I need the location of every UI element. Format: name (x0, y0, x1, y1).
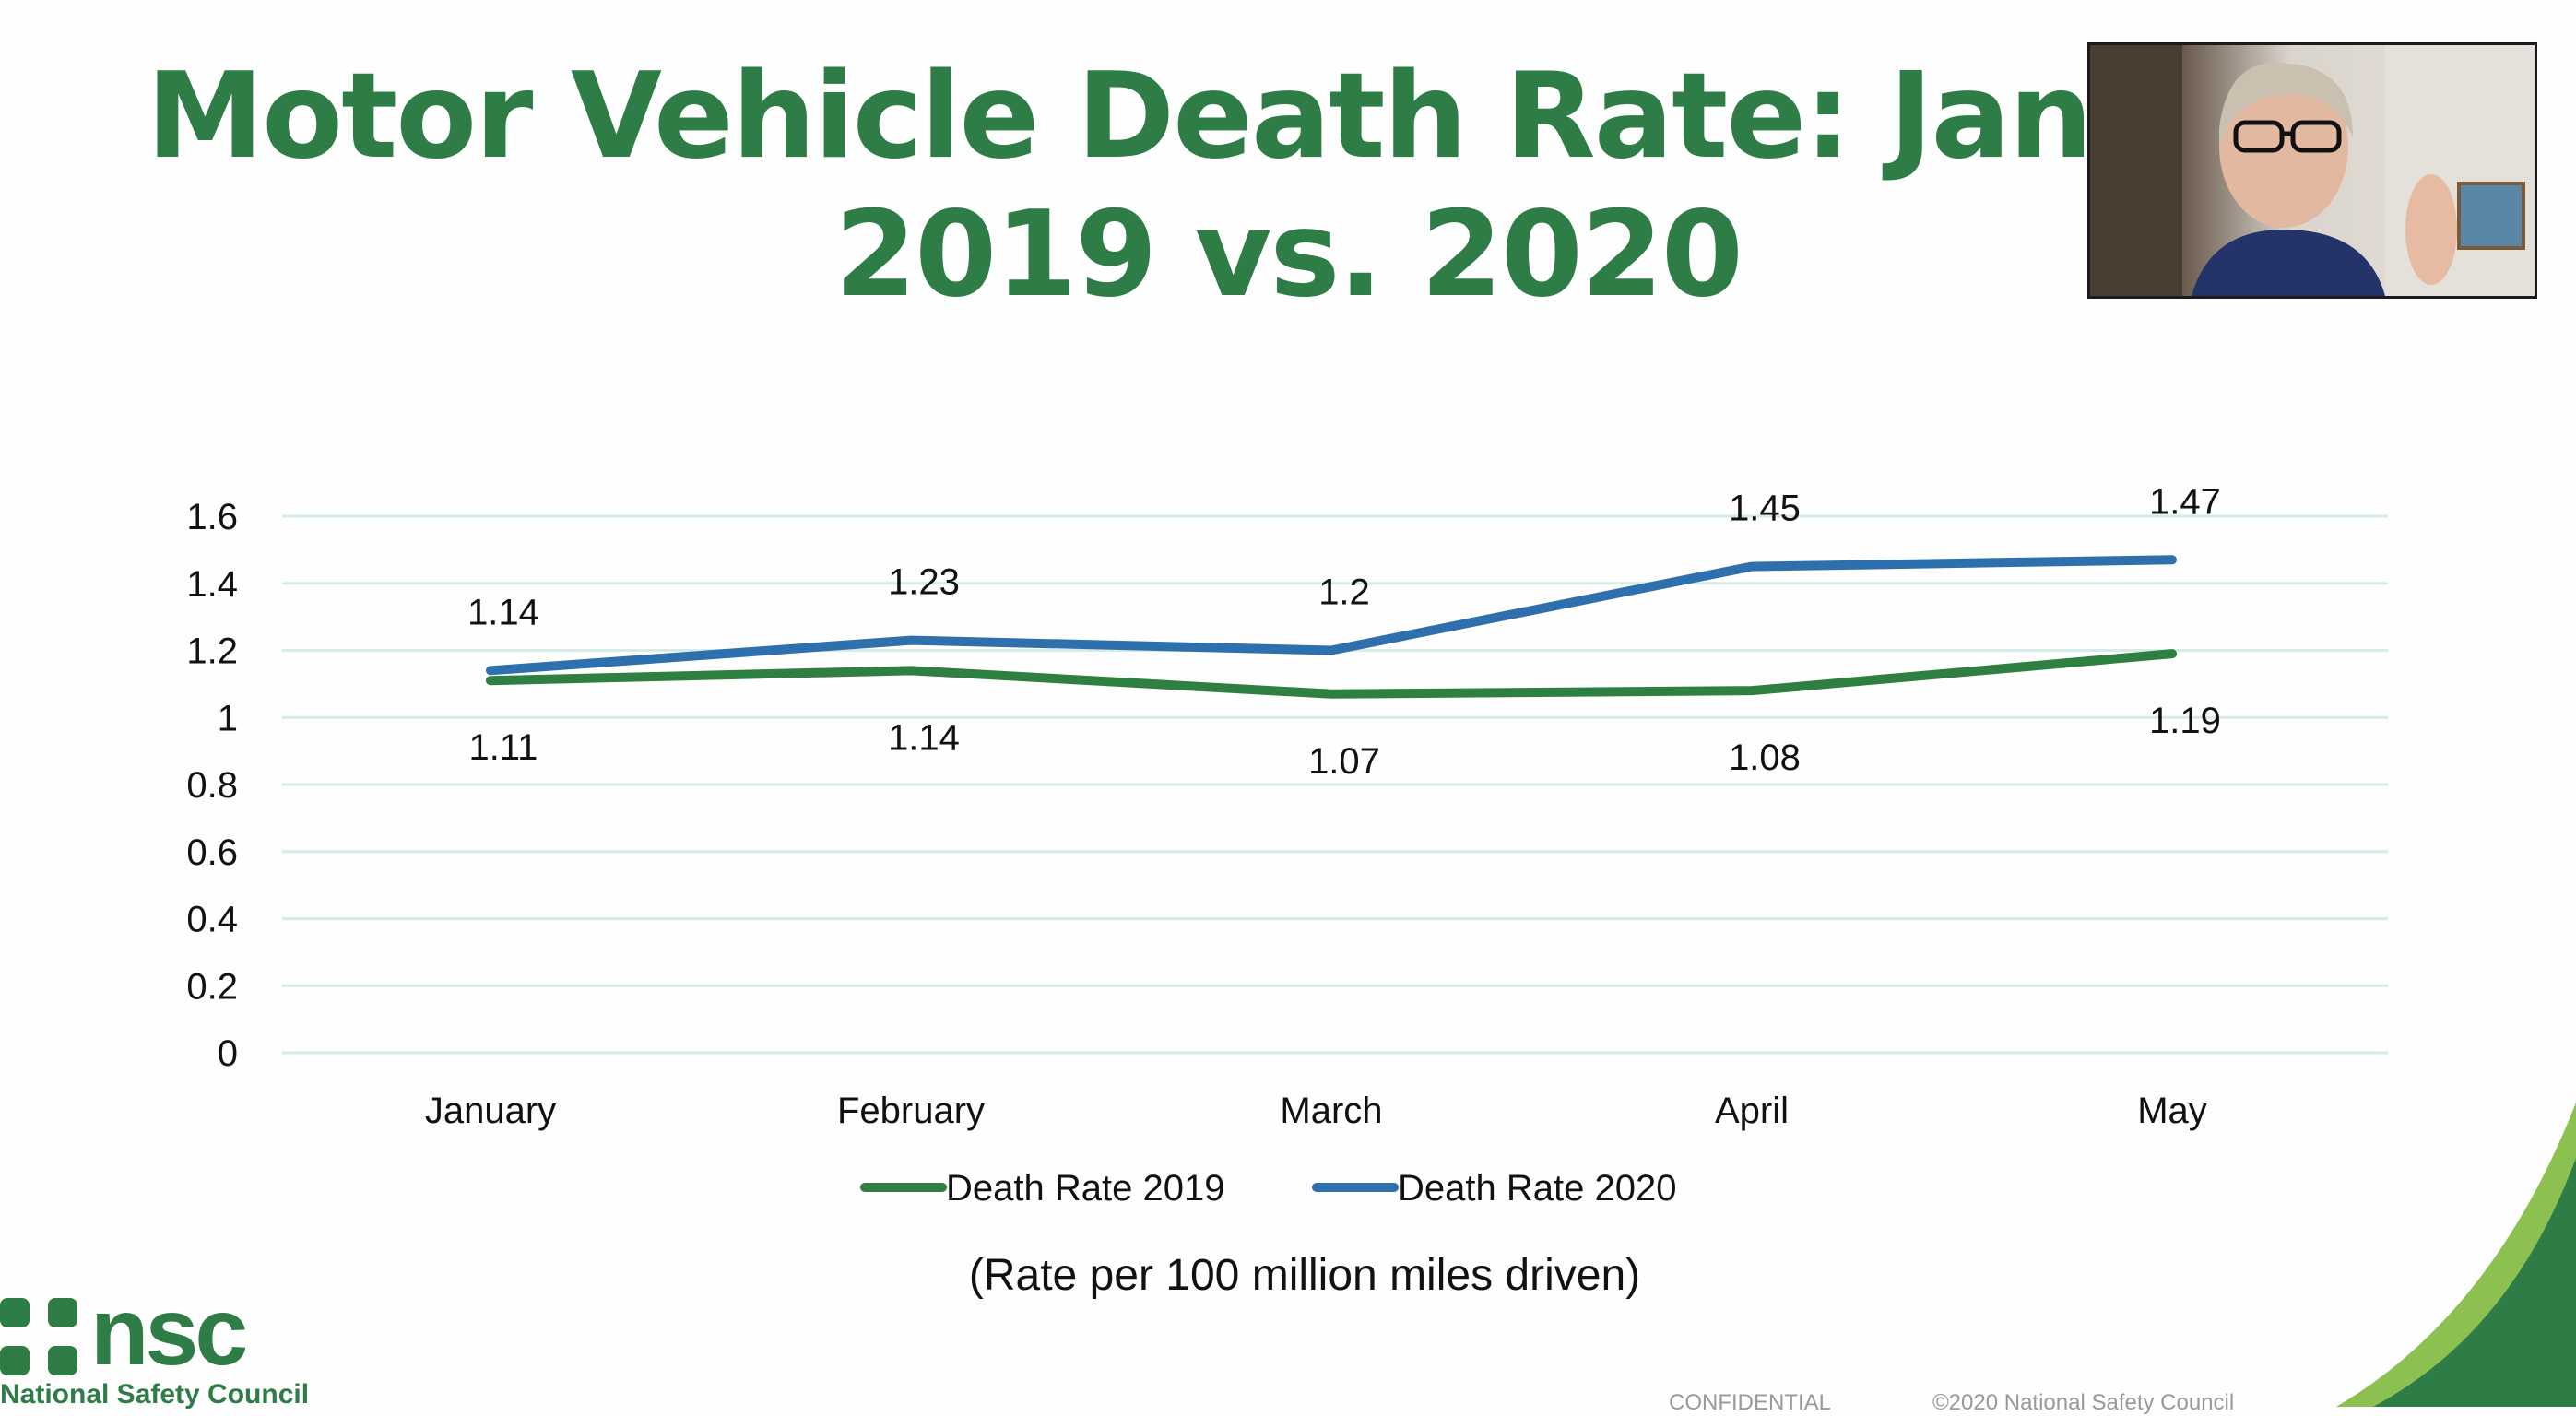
data-label: 1.11 (469, 727, 538, 768)
line-chart: 0 0.2 0.4 0.6 0.8 1 1.2 1.4 1.6 January February M… (186, 481, 2388, 1209)
y-axis-tick-labels: 0 0.2 0.4 0.6 0.8 1 1.2 1.4 1.6 (186, 497, 238, 1074)
presenter-video[interactable] (2087, 42, 2537, 299)
data-label: 1.08 (1729, 738, 1801, 778)
y-tick-label: 1 (218, 698, 238, 738)
data-label: 1.2 (1318, 572, 1370, 613)
data-point (2168, 556, 2176, 564)
data-label: 1.23 (888, 562, 960, 603)
data-point (2168, 650, 2176, 658)
legend-label: Death Rate 2020 (1398, 1168, 1676, 1209)
data-point (907, 667, 915, 675)
x-axis-tick-labels: January February March April May (425, 1091, 2207, 1131)
y-tick-label: 1.4 (186, 564, 238, 605)
logo-subtitle: National Safety Council (0, 1379, 310, 1410)
data-point (487, 667, 494, 675)
data-point (1328, 690, 1335, 698)
slide-title: Motor Vehicle Death Rate: January- 2019 … (0, 48, 2576, 324)
chart-note: (Rate per 100 million miles driven) (968, 1251, 1641, 1300)
x-tick-label: February (837, 1091, 985, 1131)
y-tick-label: 1.6 (186, 497, 238, 537)
x-tick-label: May (2137, 1091, 2207, 1131)
chart-legend: Death Rate 2019 Death Rate 2020 (860, 1168, 1676, 1209)
nsc-logo: nsc National Safety Council (0, 1279, 309, 1410)
legend-label: Death Rate 2019 (946, 1168, 1224, 1209)
y-tick-label: 0.8 (186, 765, 238, 806)
data-point (487, 677, 494, 685)
decorative-swoosh (2336, 1103, 2576, 1407)
data-label: 1.07 (1308, 741, 1380, 782)
data-label: 1.14 (467, 592, 539, 632)
data-label: 1.14 (888, 717, 960, 758)
footer-confidential: CONFIDENTIAL (1669, 1390, 1832, 1415)
title-line-1: Motor Vehicle Death Rate: January- (146, 48, 2431, 185)
presenter-thumbnail (2090, 45, 2535, 296)
data-point (1748, 687, 1755, 695)
logo-wordmark: nsc (90, 1279, 248, 1386)
logo-cross-icon (0, 1298, 77, 1375)
x-tick-label: January (425, 1091, 556, 1131)
footer-copyright: ©2020 National Safety Council (1932, 1390, 2235, 1415)
y-tick-label: 0.2 (186, 966, 238, 1007)
data-point (907, 636, 915, 644)
chart-series (486, 555, 2177, 699)
y-tick-label: 0 (218, 1033, 238, 1074)
y-tick-label: 0.4 (186, 900, 238, 940)
data-label: 1.19 (2149, 701, 2221, 741)
title-line-2: 2019 vs. 2020 (834, 186, 1743, 324)
x-tick-label: March (1280, 1091, 1382, 1131)
series-line (486, 649, 2177, 699)
x-tick-label: April (1715, 1091, 1789, 1131)
data-point (1748, 562, 1755, 571)
y-tick-label: 0.6 (186, 832, 238, 873)
data-label: 1.47 (2149, 481, 2221, 522)
y-tick-label: 1.2 (186, 631, 238, 672)
data-label: 1.45 (1729, 489, 1801, 529)
data-point (1328, 646, 1335, 655)
chart-data-labels: 1.11 1.14 1.07 1.08 1.19 1.14 1.23 1.2 1.45 1.47 (467, 481, 2221, 782)
